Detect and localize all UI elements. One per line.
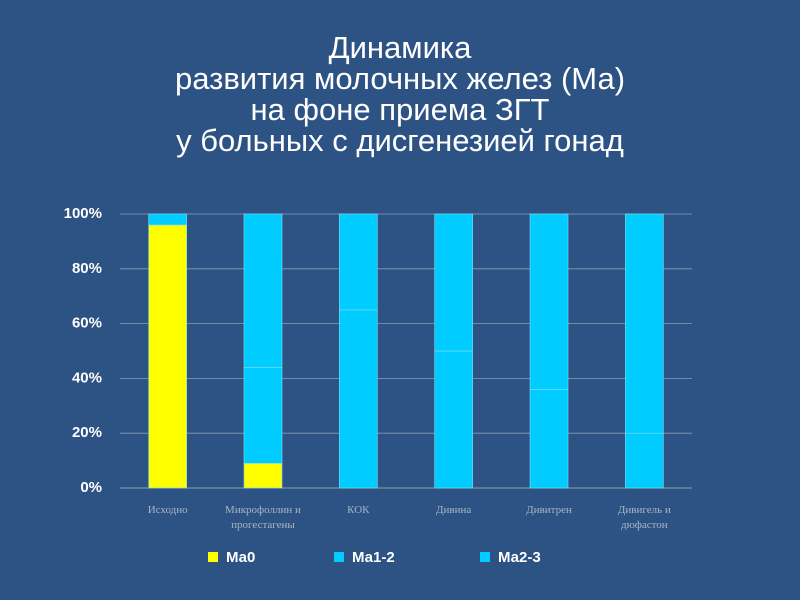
bar-segment — [243, 213, 283, 368]
bar-segment — [148, 213, 187, 226]
chart-title: развития молочных желез (Ма) — [175, 61, 625, 96]
bar-segment — [529, 213, 569, 390]
legend-label: Ма2-3 — [498, 549, 541, 566]
bar-segment — [148, 224, 187, 489]
bar-segment — [243, 367, 283, 464]
chart-title: у больных с дисгенезией гонад — [176, 123, 624, 158]
y-tick-label: 0% — [80, 479, 102, 496]
chart-title: на фоне приема ЗГТ — [251, 92, 550, 127]
legend-swatch — [480, 552, 490, 562]
y-tick-label: 20% — [72, 424, 102, 441]
y-tick-label: 40% — [72, 369, 102, 386]
bar-segment — [529, 389, 569, 489]
y-tick-label: 100% — [64, 205, 102, 222]
bar-segment — [243, 463, 283, 489]
bar-segment — [339, 309, 378, 489]
y-tick-label: 80% — [72, 260, 102, 277]
x-tick-label: Дивина — [436, 504, 471, 516]
x-tick-label: Микрофоллин и прогестагены — [225, 504, 301, 531]
bar-segment — [625, 432, 664, 489]
bar-segment — [339, 213, 378, 311]
legend-label: Ма0 — [226, 549, 255, 566]
legend-swatch — [334, 552, 344, 562]
x-tick-label: Дивитрен — [526, 504, 572, 516]
bar-segment — [625, 213, 664, 434]
bar-segment — [434, 350, 473, 489]
legend-label: Ма1-2 — [352, 549, 395, 566]
x-tick-label: Дивигель и дюфастон — [618, 504, 671, 531]
chart-title: Динамика — [329, 30, 473, 65]
x-tick-label: Исходно — [148, 504, 188, 516]
y-tick-label: 60% — [72, 315, 102, 332]
x-tick-label: КОК — [347, 504, 370, 516]
bar-segment — [434, 213, 473, 352]
legend-swatch — [208, 552, 218, 562]
